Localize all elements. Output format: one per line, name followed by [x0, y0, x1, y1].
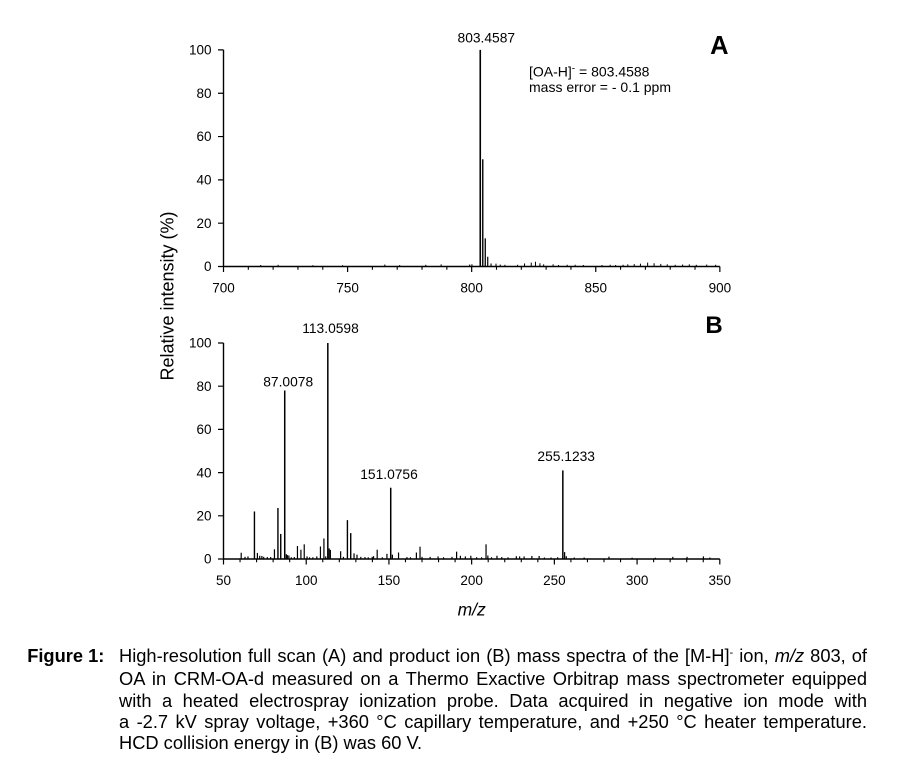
svg-text:151.0756: 151.0756 [360, 467, 418, 482]
svg-text:80: 80 [196, 379, 211, 394]
svg-text:60: 60 [196, 422, 211, 437]
svg-text:50: 50 [216, 573, 231, 588]
svg-text:Relative intensity (%): Relative intensity (%) [158, 211, 178, 380]
svg-text:700: 700 [212, 281, 235, 296]
svg-text:250: 250 [543, 573, 566, 588]
svg-text:803.4587: 803.4587 [458, 30, 516, 45]
svg-text:800: 800 [460, 281, 483, 296]
svg-text:200: 200 [460, 573, 483, 588]
svg-text:40: 40 [196, 173, 211, 188]
svg-text:100: 100 [189, 336, 212, 351]
svg-text:150: 150 [378, 573, 401, 588]
svg-text:100: 100 [189, 43, 212, 58]
svg-text:40: 40 [196, 465, 211, 480]
svg-text:B: B [705, 312, 722, 339]
svg-text:80: 80 [196, 86, 211, 101]
svg-text:350: 350 [709, 573, 732, 588]
svg-text:900: 900 [709, 281, 732, 296]
svg-text:850: 850 [584, 281, 607, 296]
svg-text:[OA-H]- = 803.4588: [OA-H]- = 803.4588 [529, 63, 650, 79]
svg-text:255.1233: 255.1233 [537, 449, 595, 464]
svg-text:0: 0 [204, 552, 212, 567]
svg-text:87.0078: 87.0078 [263, 374, 313, 389]
svg-text:A: A [710, 32, 728, 60]
svg-text:60: 60 [196, 129, 211, 144]
svg-text:20: 20 [196, 509, 211, 524]
svg-text:0: 0 [204, 259, 212, 274]
svg-text:100: 100 [295, 573, 318, 588]
svg-text:750: 750 [336, 281, 359, 296]
svg-text:113.0598: 113.0598 [302, 321, 359, 336]
svg-text:20: 20 [196, 216, 211, 231]
svg-text:300: 300 [626, 573, 649, 588]
svg-text:m/z: m/z [458, 600, 486, 620]
svg-text:mass error = - 0.1 ppm: mass error = - 0.1 ppm [529, 79, 671, 95]
